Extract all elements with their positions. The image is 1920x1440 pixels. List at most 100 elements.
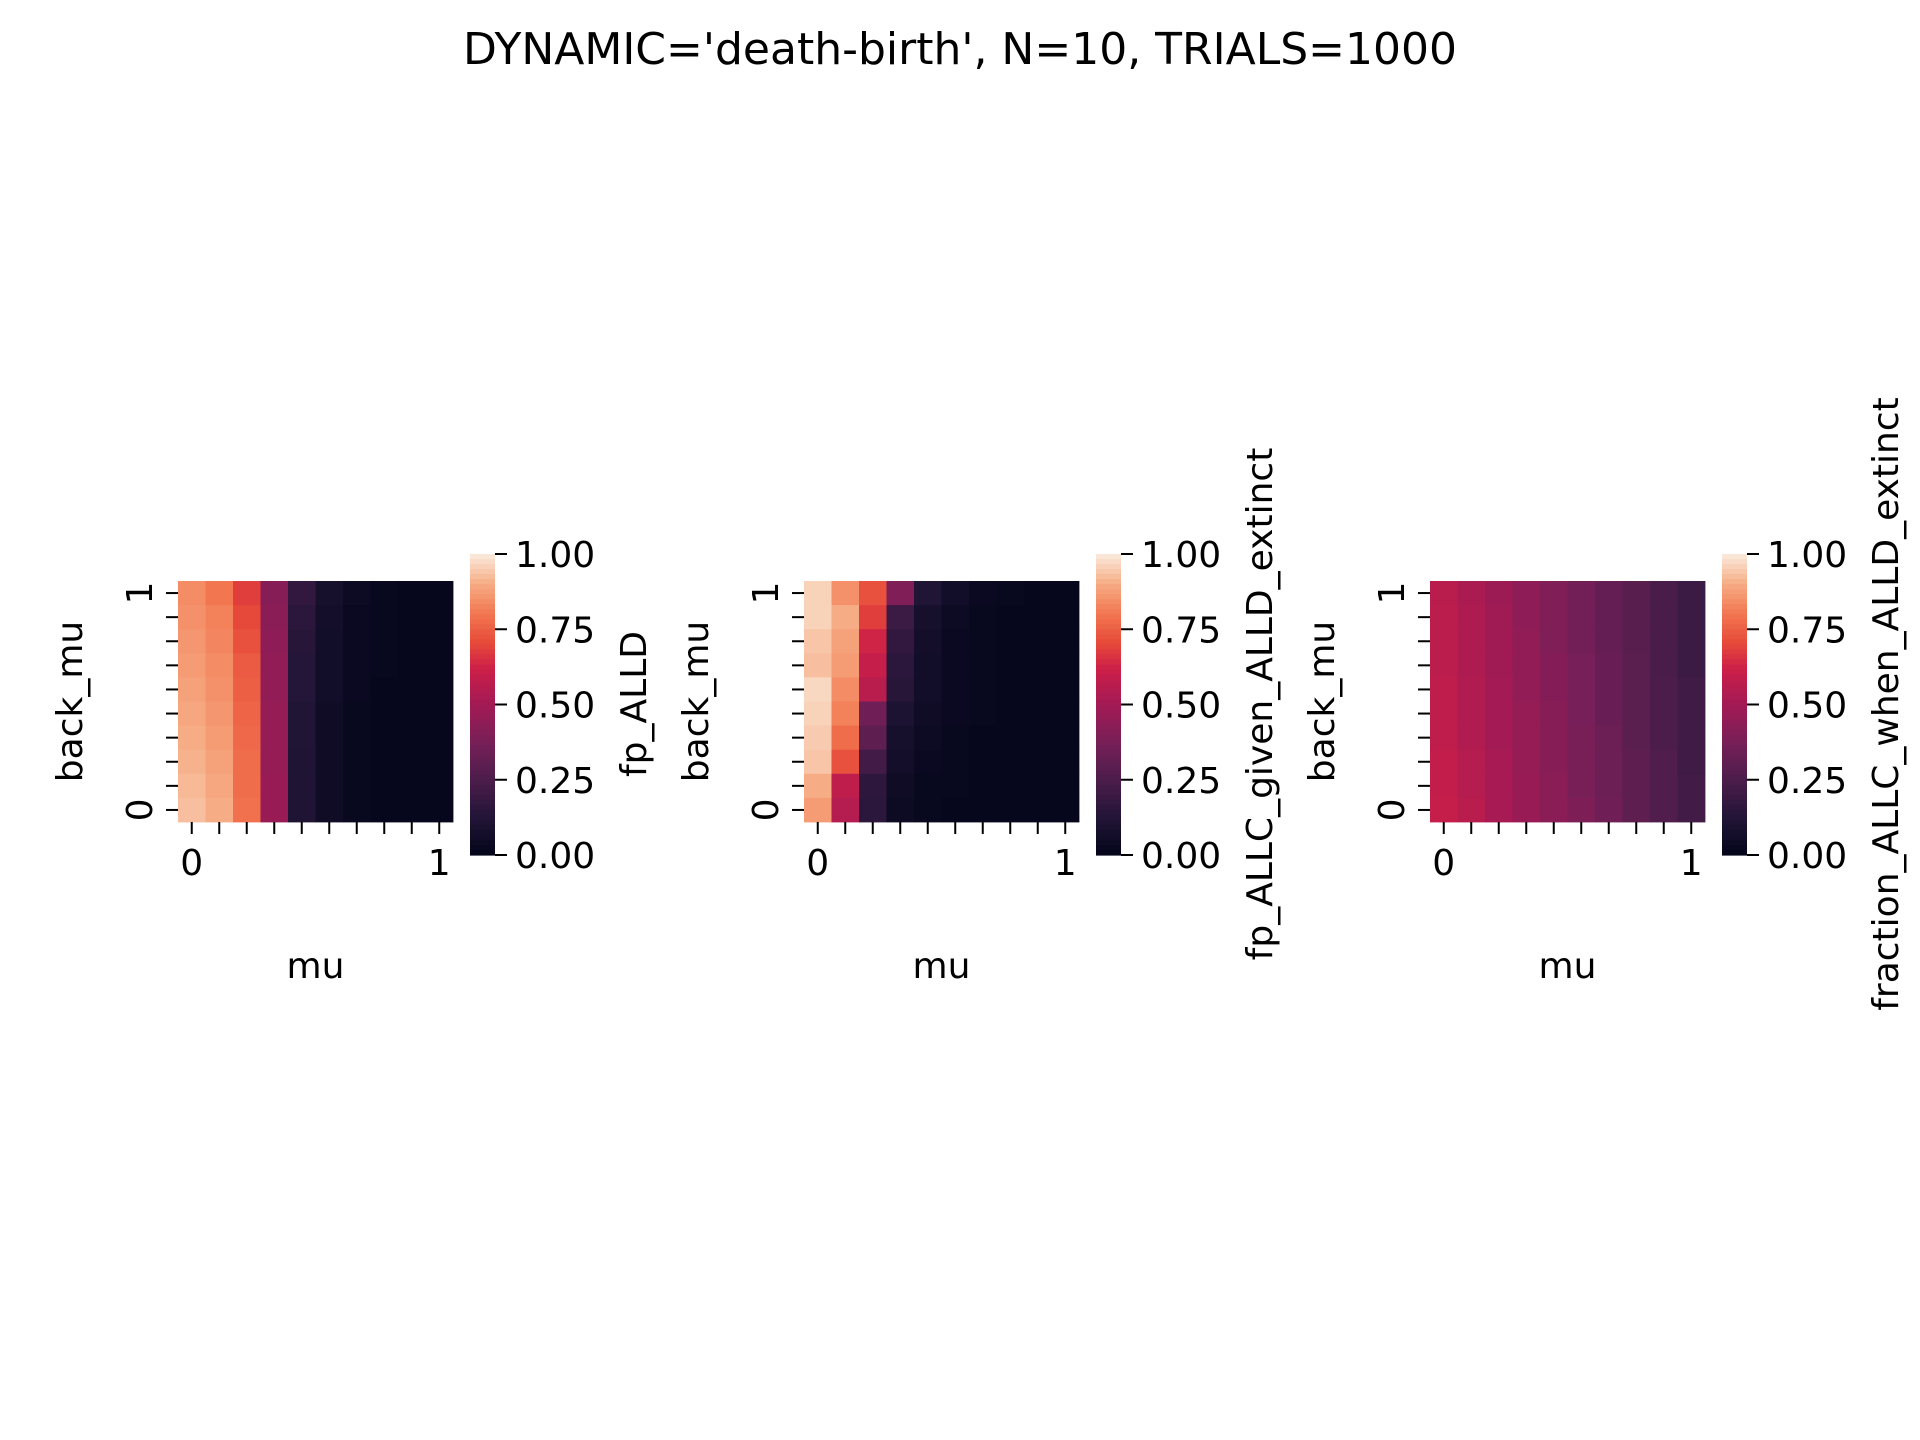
heatmap-cell xyxy=(804,749,832,775)
heatmap-cell xyxy=(1677,725,1706,751)
colorbar-segment xyxy=(1722,804,1747,811)
colorbar-segment xyxy=(1096,739,1121,746)
heatmap-cell xyxy=(1457,605,1486,630)
heatmap-cell xyxy=(1051,653,1080,678)
heatmap-cell xyxy=(831,653,860,678)
colorbar-segment xyxy=(470,699,495,706)
heatmap-cell xyxy=(288,677,316,702)
heatmap-cell xyxy=(178,749,206,775)
heatmap-cell xyxy=(1512,701,1541,726)
colorbar-segment xyxy=(1722,639,1747,645)
heatmap-cell xyxy=(996,797,1025,823)
colorbar-segment xyxy=(1096,599,1121,605)
heatmap-cell xyxy=(425,581,454,606)
heatmap-cell xyxy=(370,701,399,726)
heatmap-cell xyxy=(425,629,454,654)
colorbar-segment xyxy=(1096,649,1121,655)
colorbar-segment xyxy=(1722,654,1747,660)
colorbar-segment xyxy=(470,604,495,610)
colorbar-segment xyxy=(1722,709,1747,716)
heatmap-cell xyxy=(1677,749,1706,775)
heatmap-cell xyxy=(969,581,997,606)
colorbar-segment xyxy=(470,554,495,560)
heatmap-cell xyxy=(315,749,344,775)
heatmap-cell xyxy=(370,581,399,606)
heatmap-cell xyxy=(205,725,234,751)
colorbar-segment xyxy=(470,769,495,776)
heatmap-cell xyxy=(260,653,289,678)
colorbar-tick-label: 0.75 xyxy=(1141,610,1221,651)
heatmap-cell xyxy=(1677,581,1706,606)
heatmap-cell xyxy=(1622,749,1651,775)
heatmap-cell xyxy=(1051,605,1080,630)
heatmap-cell xyxy=(969,701,997,726)
heatmap-cell xyxy=(914,605,942,630)
colorbar-segment xyxy=(1722,849,1747,856)
heatmap-cell xyxy=(370,797,399,823)
colorbar-segment xyxy=(1722,799,1747,806)
heatmap-cell xyxy=(233,653,261,678)
colorbar-segment xyxy=(470,714,495,721)
heatmap-cell xyxy=(315,701,344,726)
colorbar-segment xyxy=(1096,784,1121,791)
colorbar-segment xyxy=(1096,604,1121,610)
heatmap-cell xyxy=(1457,749,1486,775)
colorbar-segment xyxy=(1722,704,1747,711)
heatmap-cell xyxy=(1457,701,1486,726)
heatmap-cell xyxy=(969,797,997,823)
heatmap-cell xyxy=(1595,629,1623,654)
heatmap-cell xyxy=(859,797,887,823)
colorbar-segment xyxy=(470,704,495,711)
heatmap-cell xyxy=(831,677,860,702)
heatmap-cell xyxy=(1595,605,1623,630)
heatmap-cell xyxy=(941,773,970,799)
colorbar-segment xyxy=(1096,669,1121,675)
y-tick-label: 0 xyxy=(746,798,787,821)
heatmap-cell xyxy=(288,749,316,775)
heatmap-cell xyxy=(1650,629,1678,654)
heatmap-cell xyxy=(941,677,970,702)
heatmap-cell xyxy=(1024,701,1052,726)
colorbar-tick-label: 1.00 xyxy=(515,535,595,576)
heatmap-cell xyxy=(1567,605,1596,630)
heatmap-cell xyxy=(1430,701,1458,726)
heatmap-cell xyxy=(178,773,206,799)
heatmap-cell xyxy=(1457,653,1486,678)
colorbar-segment xyxy=(470,724,495,731)
heatmap-cell xyxy=(1540,677,1568,702)
heatmap-cell xyxy=(831,701,860,726)
heatmap-cell xyxy=(205,749,234,775)
heatmap-cell xyxy=(233,725,261,751)
x-tick-label: 1 xyxy=(1680,843,1703,884)
heatmap-cell xyxy=(1457,581,1486,606)
colorbar-segment xyxy=(1722,684,1747,691)
colorbar-label: fp_ALLD xyxy=(614,631,655,777)
heatmap-cell xyxy=(260,749,289,775)
heatmap-cell xyxy=(941,653,970,678)
heatmap-cell xyxy=(941,605,970,630)
heatmap-cell xyxy=(1512,605,1541,630)
heatmap-cell xyxy=(288,701,316,726)
heatmap-cell xyxy=(914,773,942,799)
colorbar-segment xyxy=(1096,829,1121,836)
x-tick-label: 0 xyxy=(1432,843,1455,884)
heatmap-cell xyxy=(233,605,261,630)
colorbar-segment xyxy=(1722,814,1747,821)
colorbar-segment xyxy=(1722,749,1747,756)
colorbar-segment xyxy=(1096,754,1121,761)
heatmap-cell xyxy=(370,605,399,630)
heatmap-cell xyxy=(233,701,261,726)
heatmap-cell xyxy=(343,581,371,606)
colorbar-segment xyxy=(1096,714,1121,721)
heatmap-cell xyxy=(1051,629,1080,654)
heatmap-panel-3: 0 1 1 0 mu back_mu 0.00 0.25 0.50 0.75 1.00 fractio… xyxy=(1302,397,1907,1011)
heatmap-cell xyxy=(831,725,860,751)
heatmap-cell xyxy=(914,701,942,726)
heatmap-cell xyxy=(1622,701,1651,726)
heatmap-cell xyxy=(831,749,860,775)
colorbar-segment xyxy=(1096,614,1121,620)
heatmap-cell xyxy=(178,581,206,606)
heatmap-cell xyxy=(288,653,316,678)
heatmap-cell xyxy=(1622,581,1651,606)
colorbar-segment xyxy=(470,639,495,645)
